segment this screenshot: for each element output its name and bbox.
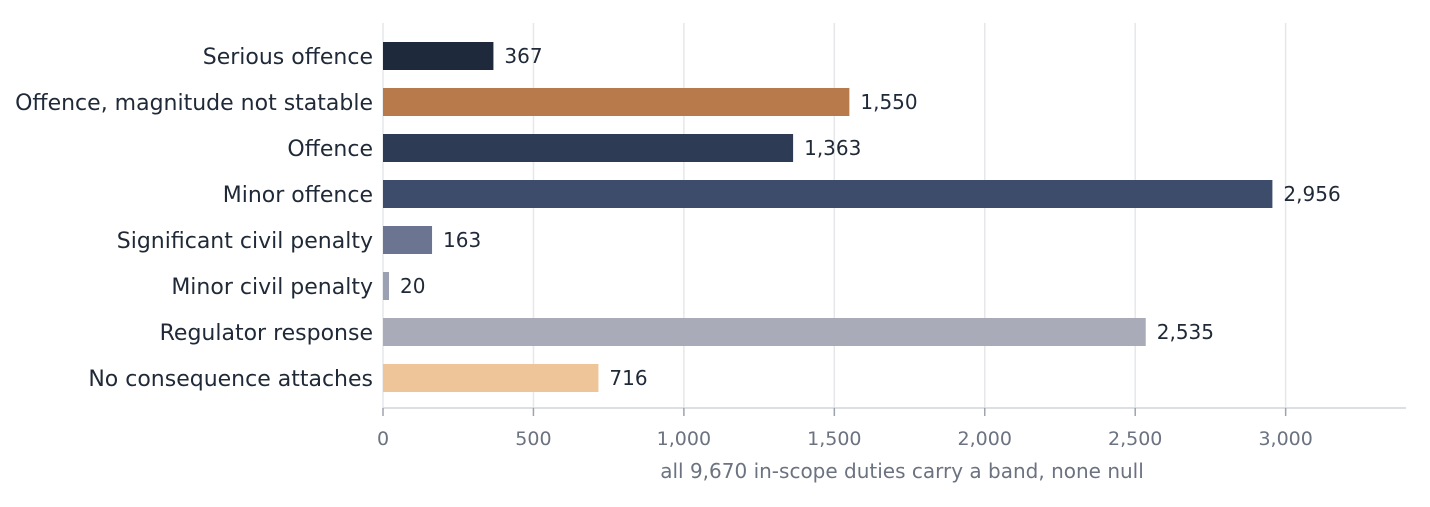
bar-3 <box>383 180 1273 208</box>
value-label-6: 2,535 <box>1157 320 1214 344</box>
category-label-7: No consequence attaches <box>88 367 373 392</box>
value-label-5: 20 <box>400 274 425 298</box>
value-label-0: 367 <box>504 44 542 68</box>
x-tick-label-3000: 3,000 <box>1258 428 1312 450</box>
category-label-6: Regulator response <box>160 321 373 346</box>
bar-4 <box>383 226 433 254</box>
bar-5 <box>383 272 390 300</box>
x-axis-ticks: 0 500 1,000 1,500 2,000 2,500 3,000 <box>377 408 1313 450</box>
x-tick-label-500: 500 <box>515 428 551 450</box>
category-label-3: Minor offence <box>223 183 373 208</box>
bar-7 <box>383 364 599 392</box>
x-tick-label-2000: 2,000 <box>958 428 1012 450</box>
value-label-1: 1,550 <box>860 90 917 114</box>
x-tick-label-1500: 1,500 <box>807 428 861 450</box>
value-label-4: 163 <box>443 228 481 252</box>
value-label-7: 716 <box>609 366 647 390</box>
category-label-4: Significant civil penalty <box>117 229 373 254</box>
x-tick-label-0: 0 <box>377 428 389 450</box>
bar-6 <box>383 318 1146 346</box>
bars <box>383 42 1273 392</box>
value-label-2: 1,363 <box>804 136 861 160</box>
category-label-0: Serious offence <box>203 45 373 70</box>
bar-0 <box>383 42 494 70</box>
category-label-1: Offence, magnitude not statable <box>15 91 373 116</box>
category-label-2: Offence <box>287 137 373 162</box>
value-labels: 367 1,550 1,363 2,956 163 20 2,535 716 <box>400 44 1341 390</box>
bar-2 <box>383 134 794 162</box>
x-tick-label-2500: 2,500 <box>1108 428 1162 450</box>
x-axis-title: all 9,670 in-scope duties carry a band, … <box>660 459 1144 483</box>
x-tick-label-1000: 1,000 <box>657 428 711 450</box>
value-label-3: 2,956 <box>1283 182 1340 206</box>
bar-1 <box>383 88 850 116</box>
category-label-5: Minor civil penalty <box>171 275 373 300</box>
gridlines <box>382 23 1287 408</box>
category-labels: Serious offence Offence, magnitude not st… <box>15 45 373 392</box>
